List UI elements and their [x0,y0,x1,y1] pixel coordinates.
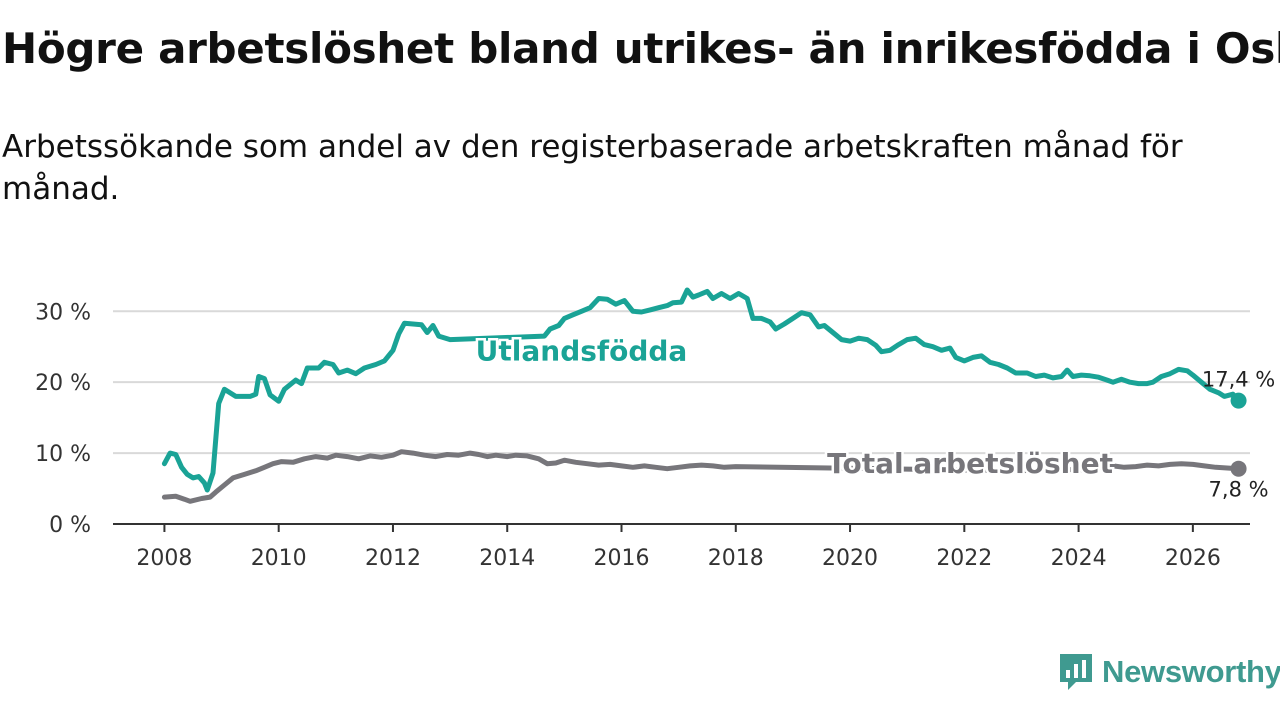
x-tick-label-2022: 2022 [936,546,992,571]
x-tick-label-2024: 2024 [1051,546,1107,571]
y-tick-label-20: 20 % [35,371,91,396]
chart-title: Högre arbetslöshet bland utrikes- än inr… [2,24,1280,73]
x-tick-label-2012: 2012 [365,546,421,571]
line-chart: 0 % 10 % 20 % 30 % 2008 2010 2012 2014 2016 2018 2… [35,287,1275,571]
series-line-utlandsf-dda [161,287,1242,493]
y-tick-label-30: 30 % [35,300,91,325]
brand: Newsworthy [1058,652,1280,692]
series-end-marker-utlandsf-dda [1230,392,1247,409]
y-tick-label-0: 0 % [49,513,91,538]
series-end-marker-total-arbetsl-shet [1230,460,1247,477]
series-line-total-arbetsl-shet [161,449,1242,504]
x-tick-label-2014: 2014 [479,546,535,571]
chart-subtitle: Arbetssökande som andel av den registerb… [2,129,1183,207]
series-label-total-arbetsl-shet: Total arbetslöshet [827,447,1113,480]
series-end-label-utlandsf-dda: 17,4 % [1202,368,1275,392]
brand-name: Newsworthy [1102,654,1280,689]
x-tick-label-2008: 2008 [136,546,192,571]
newsworthy-logo-icon [1060,654,1092,690]
x-tick-label-2018: 2018 [708,546,764,571]
x-tick-label-2010: 2010 [251,546,307,571]
y-tick-label-10: 10 % [35,442,91,467]
series-end-label-total-arbetsl-shet: 7,8 % [1209,478,1269,502]
series-label-utlandsf-dda: Utlandsfödda [476,334,688,367]
x-tick-label-2016: 2016 [594,546,650,571]
x-tick-label-2020: 2020 [822,546,878,571]
x-tick-label-2026: 2026 [1165,546,1221,571]
